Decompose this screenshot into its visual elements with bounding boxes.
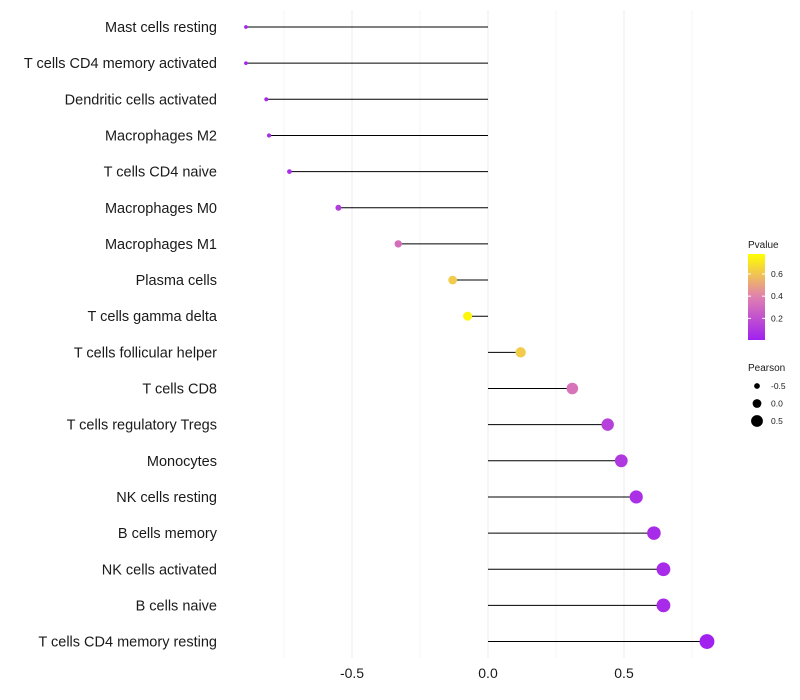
category-label: Macrophages M1: [105, 237, 217, 253]
data-point: [614, 454, 628, 468]
pearson-legend-dot: [752, 399, 762, 408]
data-point: [244, 25, 248, 29]
x-tick-label: -0.5: [340, 665, 364, 681]
pearson-legend-title: Pearson: [748, 363, 785, 374]
pvalue-tick-label: 0.6: [771, 269, 783, 279]
pvalue-color-bar: [748, 254, 765, 340]
category-label: T cells regulatory Tregs: [67, 418, 217, 434]
data-point: [287, 169, 292, 174]
category-label: Macrophages M0: [105, 201, 217, 217]
data-point: [699, 634, 715, 649]
category-label: B cells naive: [136, 598, 217, 614]
pearson-legend: Pearson -0.5 0.0 0.5: [748, 363, 786, 427]
data-point: [244, 61, 248, 65]
data-point: [266, 133, 272, 138]
category-label: T cells follicular helper: [74, 345, 217, 361]
pearson-legend-label: -0.5: [771, 381, 786, 391]
data-point: [647, 526, 661, 540]
data-point: [335, 204, 342, 211]
pearson-legend-dot: [754, 383, 760, 389]
pvalue-legend-title: Pvalue: [748, 240, 779, 251]
category-label: T cells CD4 memory activated: [24, 56, 217, 72]
category-label: T cells gamma delta: [88, 309, 218, 325]
category-label: NK cells activated: [102, 562, 217, 578]
grid-lines: [283, 10, 693, 658]
points: [244, 25, 715, 649]
x-tick-label: 0.5: [614, 665, 634, 681]
data-point: [515, 347, 526, 358]
category-label: NK cells resting: [116, 490, 217, 506]
data-point: [463, 311, 473, 321]
category-label: Monocytes: [147, 454, 217, 470]
pearson-legend-label: 0.5: [771, 416, 783, 426]
data-point: [656, 562, 671, 577]
x-tick-label: 0.0: [478, 665, 498, 681]
pearson-legend-label: 0.0: [771, 399, 783, 409]
data-point: [601, 418, 614, 431]
data-point: [394, 240, 402, 248]
category-label: B cells memory: [118, 526, 218, 542]
x-tick-labels: -0.5 0.0 0.5: [340, 665, 634, 681]
category-label: Macrophages M2: [105, 128, 217, 144]
data-point: [656, 598, 671, 613]
category-label: Plasma cells: [136, 273, 217, 289]
category-label: T cells CD4 memory resting: [38, 635, 217, 651]
pvalue-tick-label: 0.4: [771, 291, 783, 301]
data-point: [566, 382, 579, 395]
pvalue-tick-label: 0.2: [771, 313, 783, 323]
category-label: Mast cells resting: [105, 20, 217, 36]
data-point: [448, 275, 457, 285]
category-labels: Mast cells resting T cells CD4 memory act…: [24, 20, 218, 651]
stems: [245, 26, 707, 643]
pearson-legend-dot: [751, 415, 763, 427]
category-label: T cells CD4 naive: [104, 165, 217, 181]
pvalue-legend: Pvalue 0.2 0.4 0.6: [748, 240, 783, 340]
category-label: Dendritic cells activated: [65, 92, 217, 108]
category-label: T cells CD8: [142, 382, 217, 398]
data-point: [629, 490, 643, 504]
data-point: [264, 97, 269, 102]
